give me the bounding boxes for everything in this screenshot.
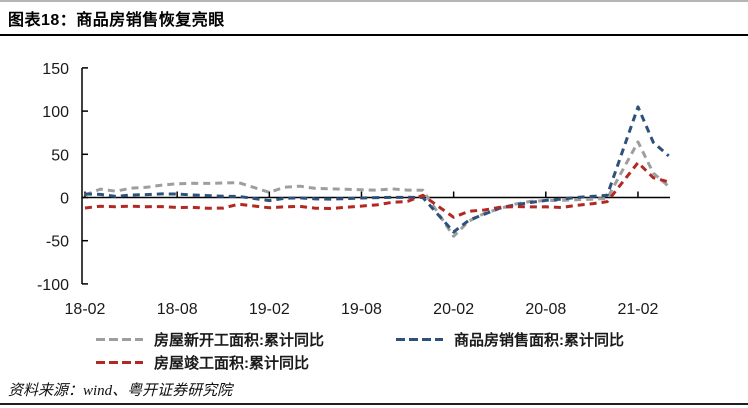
legend-item-new-starts: 房屋新开工面积:累计同比 bbox=[96, 330, 324, 349]
title-divider bbox=[0, 34, 748, 36]
legend-swatch-sales-icon bbox=[396, 337, 443, 341]
legend-label-new-starts: 房屋新开工面积:累计同比 bbox=[154, 331, 324, 349]
series-line-completions bbox=[84, 161, 670, 219]
legend-item-completions: 房屋竣工面积:累计同比 bbox=[96, 353, 309, 372]
source-note: 资料来源：wind、粤开证券研究院 bbox=[8, 383, 233, 399]
series-line-sales bbox=[84, 105, 670, 234]
y-tick-label: 0 bbox=[60, 191, 69, 208]
legend-item-sales: 商品房销售面积:累计同比 bbox=[396, 330, 624, 349]
x-tick-label: 18-02 bbox=[65, 301, 106, 318]
figure-title: 图表18：商品房销售恢复亮眼 bbox=[8, 12, 225, 29]
top-divider bbox=[0, 0, 748, 2]
y-tick-label: 150 bbox=[42, 61, 69, 78]
bottom-divider bbox=[0, 403, 748, 405]
y-tick-label: 100 bbox=[42, 104, 69, 121]
y-tick-label: 50 bbox=[51, 147, 69, 164]
series-line-new-starts bbox=[84, 140, 670, 238]
x-tick-label: 19-02 bbox=[249, 301, 290, 318]
legend-swatch-completions-icon bbox=[96, 360, 143, 364]
legend-label-sales: 商品房销售面积:累计同比 bbox=[454, 331, 624, 349]
legend-label-completions: 房屋竣工面积:累计同比 bbox=[154, 354, 309, 372]
x-tick-label: 20-02 bbox=[433, 301, 474, 318]
x-tick-label: 20-08 bbox=[525, 301, 566, 318]
x-tick-label: 19-08 bbox=[341, 301, 382, 318]
x-tick-label: 18-08 bbox=[157, 301, 198, 318]
y-tick-label: -50 bbox=[46, 234, 69, 251]
x-tick-label: 21-02 bbox=[617, 301, 658, 318]
legend-swatch-new-starts-icon bbox=[96, 337, 143, 341]
y-tick-label: -100 bbox=[37, 277, 69, 294]
